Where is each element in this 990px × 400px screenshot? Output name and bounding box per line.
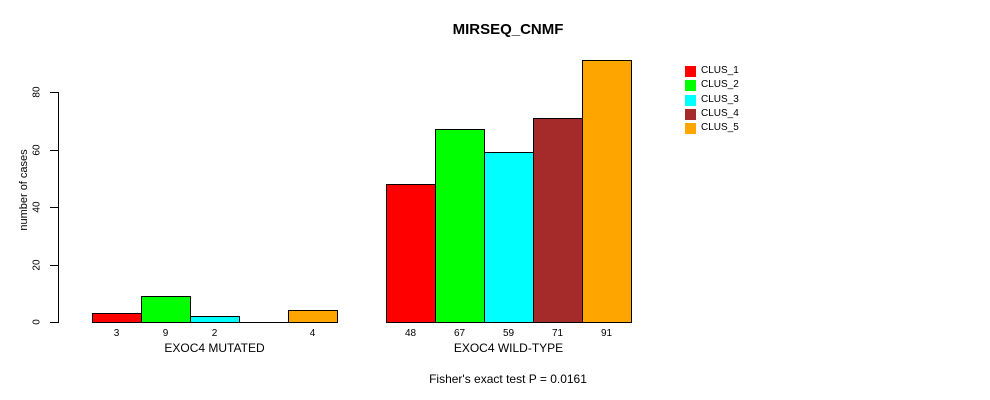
bar-value-label: 67: [453, 328, 466, 339]
legend-label-clus_5: CLUS_5: [701, 122, 739, 134]
bar-clus_2-mutated: [141, 296, 191, 323]
bar-value-label: 2: [211, 328, 218, 339]
bar-value-label: 3: [113, 328, 120, 339]
bar-clus_3-wild-type: [484, 152, 534, 323]
legend-label-clus_2: CLUS_2: [701, 79, 739, 91]
y-axis-label: number of cases: [18, 149, 30, 231]
bar-value-label: 9: [162, 328, 169, 339]
y-tick-mark: [50, 149, 58, 151]
legend-swatch-clus_5: [685, 123, 696, 135]
bar-value-label: 59: [502, 328, 515, 339]
legend-swatch-clus_2: [685, 80, 696, 92]
y-tick-mark: [50, 264, 58, 266]
bar-clus_5-wild-type: [582, 60, 632, 323]
bar-value-label: 71: [551, 328, 564, 339]
legend-label-clus_3: CLUS_3: [701, 93, 739, 105]
chart-title: MIRSEQ_CNMF: [452, 21, 564, 38]
y-tick-label: 0: [31, 319, 43, 325]
bar-clus_4-wild-type: [533, 118, 583, 323]
category-label-wild-type: EXOC4 WILD-TYPE: [453, 341, 564, 355]
y-tick-label: 40: [31, 201, 43, 213]
bar-value-label: 48: [404, 328, 417, 339]
legend-swatch-clus_3: [685, 94, 696, 106]
category-label-mutated: EXOC4 MUTATED: [164, 341, 265, 355]
bar-clus_1-mutated: [92, 313, 142, 323]
legend-label-clus_1: CLUS_1: [701, 65, 739, 76]
bar-clus_3-mutated: [190, 316, 240, 323]
bar-clus_1-wild-type: [386, 184, 436, 323]
bar-clus_4-zero: [239, 322, 289, 323]
y-axis-line: [58, 92, 59, 323]
bar-clus_5-mutated: [288, 310, 338, 323]
legend-label-clus_4: CLUS_4: [701, 107, 739, 119]
fisher-test-annotation: Fisher's exact test P = 0.0161: [429, 372, 587, 386]
legend-swatch-clus_4: [685, 108, 696, 120]
bar-value-label: 4: [309, 328, 316, 339]
y-tick-label: 60: [31, 143, 43, 156]
y-tick-mark: [50, 207, 58, 208]
y-tick-label: 20: [31, 258, 43, 271]
legend-swatch-clus_1: [685, 66, 696, 77]
bar-clus_2-wild-type: [435, 129, 485, 323]
y-tick-mark: [50, 322, 58, 323]
bar-value-label: 91: [600, 328, 613, 339]
y-tick-label: 80: [31, 86, 43, 98]
y-tick-mark: [50, 92, 58, 93]
